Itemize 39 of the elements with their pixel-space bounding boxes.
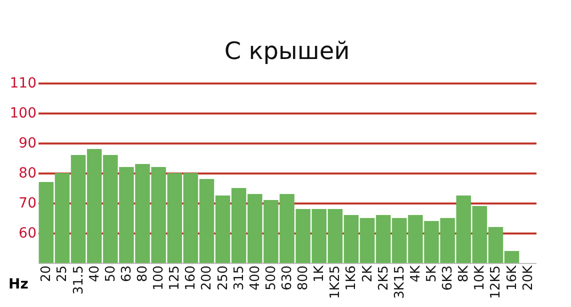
x-tick-label: 20K <box>520 265 536 291</box>
x-tick-label: 200 <box>200 266 215 290</box>
x-tick-label: 63 <box>119 266 134 282</box>
x-tick-label: 25 <box>55 266 70 282</box>
x-tick-label: 40 <box>87 266 102 282</box>
x-tick-label: 10K <box>472 265 488 291</box>
x-tick-label: 630 <box>280 266 295 290</box>
x-tick-label: 500 <box>264 266 279 290</box>
x-tick-label: 250 <box>216 266 231 290</box>
y-tick-label: 100 <box>10 106 36 122</box>
x-tick-label: 8K <box>456 265 472 282</box>
x-tick-label: 6K3 <box>440 266 456 291</box>
x-tick-label: 315 <box>232 266 247 290</box>
y-tick-label: 90 <box>18 136 36 152</box>
y-tick-label: 70 <box>18 196 36 212</box>
x-axis-title: Hz <box>8 276 28 292</box>
x-tick-label: 100 <box>152 266 167 290</box>
x-tick-label: 4K <box>408 265 424 282</box>
x-tick-label: 5K <box>424 265 440 282</box>
x-tick-label: 800 <box>296 266 312 290</box>
x-tick-label: 20 <box>39 266 54 282</box>
x-tick-label: 125 <box>168 266 183 290</box>
x-tick-label: 1K <box>312 265 328 282</box>
x-tick-label: 400 <box>248 266 263 290</box>
x-tick-label: 31.5 <box>71 266 86 294</box>
x-tick-label: 160 <box>184 266 199 290</box>
x-tick-label: 50 <box>103 266 118 282</box>
x-tick-label: 2K5 <box>376 266 392 291</box>
y-tick-label: 60 <box>18 226 36 242</box>
x-tick-label: 2K <box>360 265 376 282</box>
x-tick-label: 3K15 <box>392 266 408 299</box>
x-tick-label: 80 <box>136 266 151 282</box>
x-tick-label: 12K5 <box>488 266 504 299</box>
x-tick-label: 1K6 <box>344 266 360 291</box>
y-tick-label: 80 <box>18 166 36 182</box>
x-tick-label: 1K25 <box>328 266 344 299</box>
x-tick-label: 16K <box>504 265 520 291</box>
y-tick-label: 110 <box>10 76 36 92</box>
chart-title: С крышей <box>224 37 350 65</box>
